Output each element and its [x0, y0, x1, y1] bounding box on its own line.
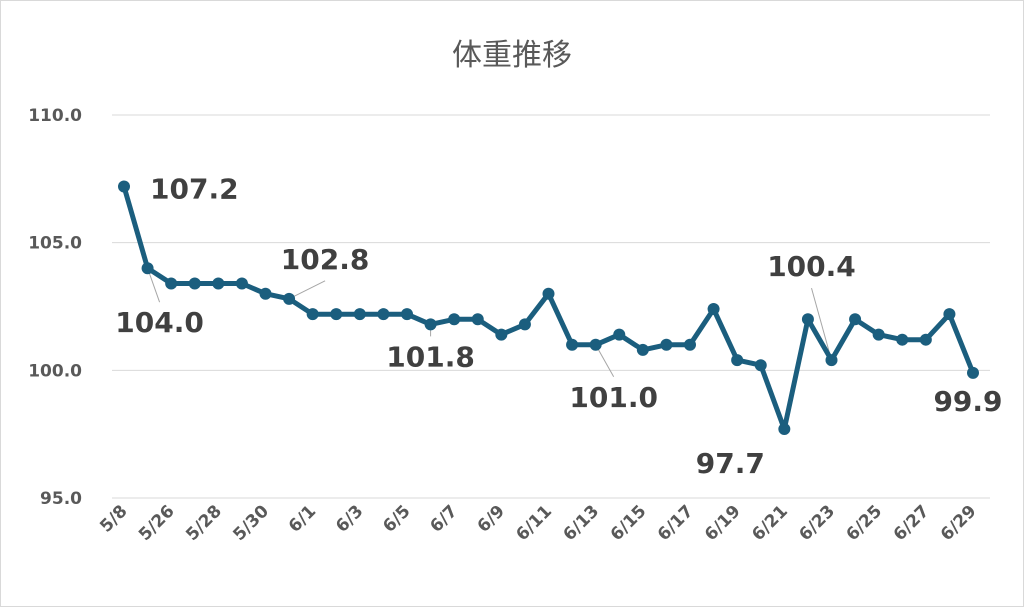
x-tick-label: 5/30: [229, 501, 273, 545]
chart-title: 体重推移: [452, 38, 572, 73]
leader-line: [147, 268, 161, 303]
x-tick-label: 6/3: [332, 501, 367, 536]
y-tick-label: 110.0: [28, 106, 82, 126]
data-point: [471, 313, 484, 326]
weight-series: [118, 180, 979, 436]
data-point: [330, 308, 343, 321]
data-point: [872, 328, 885, 341]
x-tick-label: 6/23: [795, 501, 839, 545]
x-axis-ticks: 5/8 5/26 5/28 5/30 6/1 6/3 6/5 6/7 6/9 6/11 6/13 6/…: [96, 501, 980, 545]
x-tick-label: 6/7: [426, 501, 461, 536]
leader-line: [595, 344, 615, 378]
data-point: [448, 313, 461, 326]
y-axis-ticks: 95.0 100.0 105.0 110.0: [28, 106, 82, 509]
x-tick-label: 6/9: [474, 501, 509, 536]
data-point: [589, 338, 602, 351]
gridlines: [112, 114, 990, 499]
x-tick-label: 5/8: [96, 501, 131, 536]
x-tick-label: 6/19: [701, 501, 745, 545]
leader-line: [288, 280, 326, 300]
data-point: [424, 318, 437, 331]
x-tick-label: 5/28: [182, 501, 226, 545]
x-tick-label: 6/17: [654, 501, 698, 545]
data-point: [919, 333, 932, 346]
y-tick-label: 100.0: [28, 361, 82, 381]
data-point: [896, 333, 909, 346]
data-point: [518, 318, 531, 331]
data-point: [613, 328, 626, 341]
data-label: 97.7: [696, 447, 765, 480]
data-label: 99.9: [933, 385, 1002, 418]
data-point: [801, 313, 814, 326]
data-point: [636, 343, 649, 356]
data-label: 102.8: [281, 243, 370, 276]
data-label: 107.2: [150, 172, 239, 205]
data-point: [707, 303, 720, 316]
data-label: 104.0: [115, 306, 204, 339]
data-point: [235, 277, 248, 290]
x-tick-label: 6/21: [748, 501, 792, 545]
y-tick-label: 95.0: [40, 489, 82, 509]
data-point: [495, 328, 508, 341]
data-label: 101.8: [386, 340, 475, 373]
x-tick-label: 6/27: [890, 501, 934, 545]
data-point: [684, 338, 696, 351]
data-point: [754, 359, 767, 372]
leader-line: [811, 287, 832, 361]
data-point: [118, 180, 130, 193]
data-point: [259, 287, 272, 300]
x-tick-label: 6/29: [937, 501, 981, 545]
data-point: [283, 292, 296, 305]
data-label: 101.0: [569, 381, 658, 414]
data-point: [401, 308, 413, 321]
data-point: [825, 354, 838, 367]
data-point: [188, 277, 201, 290]
data-point: [849, 313, 862, 326]
data-point: [731, 354, 744, 367]
data-labels: 107.2 104.0 102.8 101.8 101.0 97.7 100.4 99.9: [115, 172, 1002, 480]
data-point: [967, 366, 979, 379]
x-tick-label: 6/15: [607, 501, 651, 545]
data-point: [377, 308, 390, 321]
data-label: 100.4: [767, 250, 856, 283]
x-tick-label: 6/25: [843, 501, 887, 545]
x-tick-label: 5/26: [135, 501, 179, 545]
data-point: [542, 287, 555, 300]
data-point: [212, 277, 225, 290]
data-point: [353, 308, 366, 321]
data-point: [165, 277, 178, 290]
x-tick-label: 6/1: [285, 501, 320, 536]
x-tick-label: 6/13: [560, 501, 604, 545]
data-point: [566, 338, 579, 351]
x-tick-label: 6/5: [379, 501, 414, 536]
data-point: [141, 262, 154, 275]
data-point: [660, 338, 673, 351]
series-line: [121, 184, 976, 432]
y-tick-label: 105.0: [28, 234, 82, 254]
data-point: [943, 308, 956, 321]
data-point: [778, 423, 791, 436]
data-point: [306, 308, 319, 321]
x-tick-label: 6/11: [512, 501, 556, 545]
